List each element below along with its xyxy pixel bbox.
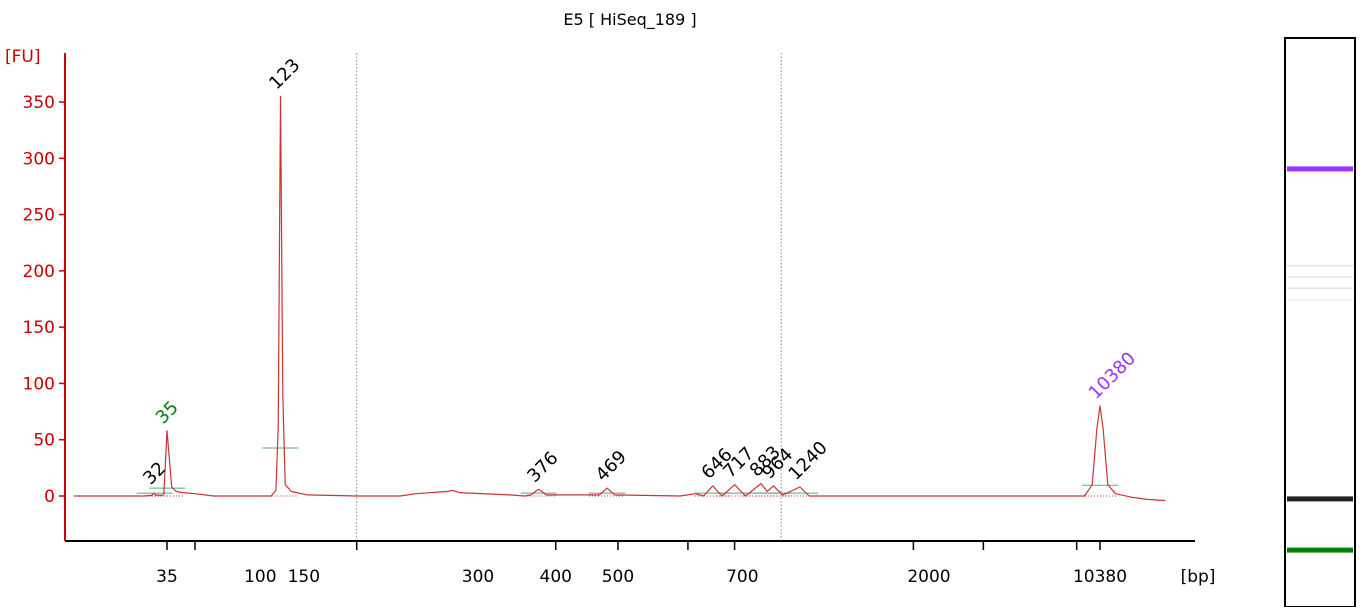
gel-band — [1287, 298, 1353, 301]
x-tick-label: 400 — [540, 567, 572, 587]
x-tick-label: 100 — [244, 567, 276, 587]
peak-label: 10380 — [1085, 348, 1140, 403]
gel-band — [1287, 264, 1353, 267]
x-tick-label: 10380 — [1073, 567, 1127, 587]
gel-band — [1287, 287, 1353, 290]
x-tick-label: 35 — [156, 567, 178, 587]
trace-line — [73, 95, 1166, 502]
dotted-markers — [356, 53, 782, 541]
y-tick-label: 100 — [23, 374, 55, 394]
gel-band — [1287, 166, 1353, 172]
trace — [73, 95, 1166, 502]
peak-label: 35 — [152, 397, 183, 428]
y-tick-label: 250 — [23, 206, 55, 226]
gel-lane — [1284, 37, 1356, 607]
x-axis-label: [bp] — [1181, 567, 1216, 587]
y-axis-label: [FU] — [5, 47, 41, 67]
y-axis-ticks: 0 50 100 150 200 250 300 350 — [23, 93, 65, 507]
y-tick-label: 150 — [23, 318, 55, 338]
y-tick-label: 300 — [23, 149, 55, 169]
x-tick-label: 150 — [288, 567, 320, 587]
x-tick-label: 700 — [726, 567, 758, 587]
x-tick-label: 2000 — [907, 567, 950, 587]
y-tick-label: 350 — [23, 93, 55, 113]
gel-band — [1287, 547, 1353, 553]
gel-band — [1287, 496, 1353, 502]
peak-label: 123 — [265, 55, 304, 94]
gel-lane-frame — [1284, 37, 1356, 607]
axes — [64, 53, 1195, 542]
x-tick-label: 500 — [602, 567, 634, 587]
x-axis-ticks: 35 100 150 300 400 500 700 2000 10380 — [156, 541, 1127, 587]
peak-label: 469 — [592, 447, 631, 486]
x-tick-label: 300 — [462, 567, 494, 587]
y-tick-label: 200 — [23, 262, 55, 282]
peak-label: 376 — [523, 448, 562, 487]
chart-title: E5 [ HiSeq_189 ] — [563, 10, 696, 30]
gel-band — [1287, 276, 1353, 278]
peak-baselines — [136, 447, 1118, 497]
y-tick-label: 50 — [33, 431, 55, 451]
y-tick-label: 0 — [44, 487, 55, 507]
